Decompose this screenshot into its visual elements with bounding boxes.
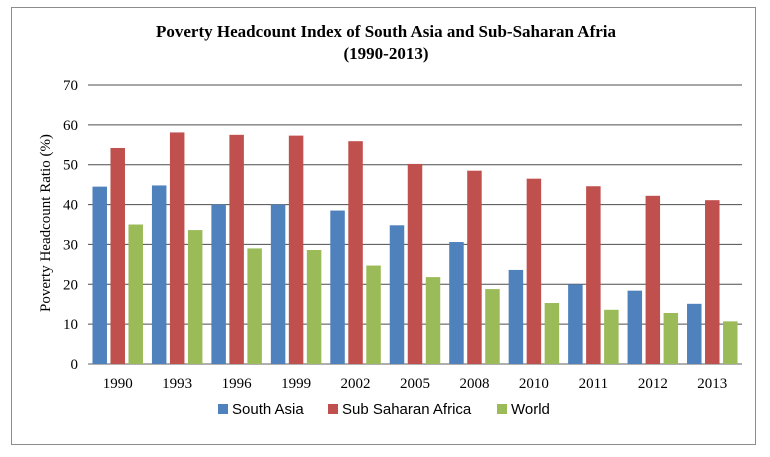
bar-world-1993	[187, 230, 203, 364]
bar-world-1996	[247, 248, 262, 364]
chart-title: Poverty Headcount Index of South Asia an…	[156, 22, 617, 41]
legend-label: Sub Saharan Africa	[342, 401, 472, 418]
bar-south-asia-2011	[568, 284, 583, 364]
x-axis-ticks: 1990 1993 1996 1999 2002 2005 2008 2010 2011 2012…	[103, 376, 728, 392]
bar-sub-saharan-africa-1996	[229, 134, 244, 364]
y-tick-label: 50	[63, 158, 78, 174]
bar-south-asia-1993	[151, 185, 167, 364]
x-tick-label: 2011	[579, 376, 608, 392]
y-tick-label: 10	[63, 317, 78, 333]
x-tick-label: 2008	[459, 376, 489, 392]
x-tick-label: 1993	[162, 376, 192, 392]
bar-sub-saharan-africa-1993	[169, 132, 185, 364]
y-tick-label: 20	[63, 277, 78, 293]
x-tick-label: 2002	[341, 376, 371, 392]
y-axis-title: Poverty Headcount Ratio (%)	[38, 134, 54, 312]
bar-world-2012	[663, 312, 679, 364]
x-tick-label: 2013	[697, 376, 727, 392]
legend: South Asia Sub Saharan Africa World	[218, 401, 550, 418]
bar-south-asia-1999	[270, 204, 286, 364]
bar-world-2010	[544, 303, 560, 364]
bar-sub-saharan-africa-2012	[645, 195, 661, 364]
bar-world-2011	[604, 309, 619, 364]
bar-sub-saharan-africa-2002	[348, 141, 363, 364]
bar-south-asia-2013	[687, 303, 702, 364]
bar-world-2005	[425, 277, 441, 364]
bar-world-2008	[485, 289, 500, 364]
bar-south-asia-2010	[508, 269, 524, 364]
bar-south-asia-1990	[92, 186, 107, 364]
bar-sub-saharan-africa-2011	[586, 186, 601, 364]
bar-south-asia-2008	[449, 242, 464, 364]
legend-label: World	[511, 401, 550, 418]
x-tick-label: 2010	[519, 376, 549, 392]
bar-world-2002	[366, 265, 381, 364]
bar-world-2013	[723, 321, 738, 364]
bar-sub-saharan-africa-2010	[526, 178, 542, 364]
legend-swatch	[497, 404, 507, 414]
legend-swatch	[328, 404, 338, 414]
bar-south-asia-2005	[389, 225, 405, 364]
bar-south-asia-2002	[330, 210, 345, 364]
x-tick-label: 1996	[222, 376, 253, 392]
bar-sub-saharan-africa-1990	[110, 147, 125, 364]
y-tick-label: 70	[63, 78, 78, 94]
bar-south-asia-1996	[211, 204, 226, 364]
x-tick-label: 2005	[400, 376, 430, 392]
y-tick-label: 40	[63, 198, 78, 214]
bars	[92, 132, 738, 364]
chart-subtitle: (1990-2013)	[344, 44, 429, 63]
bar-south-asia-2012	[627, 290, 643, 364]
bar-sub-saharan-africa-2008	[467, 170, 482, 364]
x-tick-label: 2012	[638, 376, 668, 392]
y-tick-label: 0	[71, 357, 79, 373]
bar-sub-saharan-africa-1999	[288, 135, 304, 364]
y-tick-label: 30	[63, 237, 78, 253]
x-tick-label: 1990	[103, 376, 133, 392]
y-axis-ticks: 0 10 20 30 40 50 60 70	[63, 78, 78, 373]
bar-sub-saharan-africa-2013	[705, 200, 720, 364]
bar-world-1999	[306, 250, 322, 364]
x-tick-label: 1999	[281, 376, 311, 392]
legend-swatch	[218, 404, 228, 414]
bar-world-1990	[128, 224, 143, 364]
bar-sub-saharan-africa-2005	[407, 163, 423, 364]
y-tick-label: 60	[63, 118, 78, 134]
legend-label: South Asia	[232, 401, 304, 418]
